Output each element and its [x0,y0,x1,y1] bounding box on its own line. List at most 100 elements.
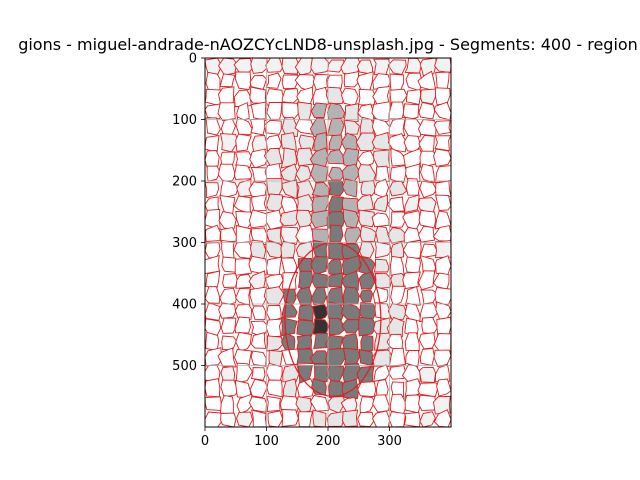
segment-cell-168 [326,211,346,229]
x-tick-label: 300 [377,434,402,449]
segment-cell-125 [405,163,421,183]
segment-cell-8 [327,59,346,73]
segment-cell-207 [434,240,452,259]
segment-cell-123 [375,165,390,182]
x-tick-label: 100 [254,434,279,449]
y-tick-label: 0 [189,52,197,67]
segment-cell-340 [266,379,283,398]
segment-cell-70 [294,119,314,135]
segment-cell-346 [357,381,377,398]
segment-cell-178 [235,224,252,245]
segment-cell-317 [405,349,420,368]
segment-cell-369 [220,412,237,428]
segment-cell-172 [389,211,407,228]
segment-cell-262 [298,304,314,322]
segment-cell-220 [390,255,405,277]
segment-cell-133 [281,179,298,200]
segment-cell-16 [205,71,221,92]
segment-cell-259 [251,305,267,321]
segment-cell-106 [357,150,375,168]
y-tick-label: 500 [172,359,197,374]
segment-cell-206 [419,243,439,259]
segment-cell-35 [249,86,267,104]
segment-cell-257 [218,302,236,319]
segment-cell-171 [371,212,390,228]
segment-cell-333 [401,363,421,383]
segment-cell-114 [233,164,253,180]
segment-cell-124 [390,165,407,184]
segment-cell-136 [327,179,345,197]
segment-cell-335 [434,364,450,383]
segment-cell-25 [343,70,360,88]
segment-cell-105 [342,147,360,168]
segment-cell-54 [297,101,312,122]
segment-cell-161 [218,211,237,230]
segment-cell-102 [296,147,315,167]
segment-cell-118 [295,164,311,183]
segment-cell-99 [249,148,268,169]
segment-cell-98 [235,151,254,168]
segment-cell-66 [235,116,253,135]
segment-cell-241 [219,287,237,307]
segment-cell-82 [235,133,252,152]
segment-cell-225 [222,273,238,288]
segment-cell-67 [249,118,266,136]
segment-cell-1 [217,57,238,76]
segment-cell-91 [371,132,391,151]
segment-cell-367 [433,395,451,415]
segment-cell-307 [250,350,267,367]
segment-cell-150 [296,193,315,213]
segment-cell-378 [357,411,375,428]
segment-cell-126 [420,163,435,183]
segment-cell-221 [405,256,421,274]
segment-cell-37 [281,88,300,104]
segment-cell-190 [418,225,436,243]
segment-cell-278 [296,319,316,338]
y-axis: 0 100 200 300 400 500 [172,52,205,374]
segment-cell-73 [343,119,360,135]
segment-cell-226 [235,273,252,289]
x-tick-label: 0 [201,434,209,449]
segment-cell-101 [280,147,297,169]
segment-cell-138 [360,180,377,197]
segment-cell-159 [435,194,452,211]
segment-cell-352 [204,396,222,411]
segment-cell-247 [310,286,327,306]
segment-cell-209 [221,256,237,273]
segment-cell-349 [404,378,422,399]
segment-cell-377 [342,409,359,428]
segment-cell-28 [389,73,405,91]
segment-cell-129 [219,179,239,200]
segment-cell-252 [390,285,406,307]
segment-cell-288 [205,331,220,352]
segment-cell-237 [402,271,421,290]
segment-cell-92 [387,133,408,153]
segment-cell-298 [360,334,374,353]
segment-cell-290 [235,331,253,352]
segment-cell-316 [388,347,407,367]
segment-cell-229 [281,272,299,291]
segment-cell-337 [220,379,239,398]
segment-cell-64 [205,117,221,136]
segment-cell-276 [265,318,283,338]
segment-cell-111 [433,148,452,167]
segment-cell-21 [281,74,299,90]
segment-cell-355 [248,396,267,413]
segment-cell-212 [266,256,283,276]
segment-cell-50 [236,101,250,122]
segment-cell-322 [235,362,253,384]
segment-cell-348 [390,381,405,398]
segment-cell-362 [359,396,376,415]
segment-cell-357 [279,395,300,413]
segment-cell-167 [310,209,329,229]
segment-cell-351 [436,378,452,397]
segment-cell-20 [265,72,282,89]
segment-cell-147 [251,194,268,212]
y-tick-label: 200 [172,175,197,190]
segment-cell-224 [205,270,221,289]
segment-cell-113 [217,163,236,182]
segment-cell-358 [295,396,312,414]
y-tick-label: 400 [172,298,197,313]
segment-cell-359 [309,395,330,412]
